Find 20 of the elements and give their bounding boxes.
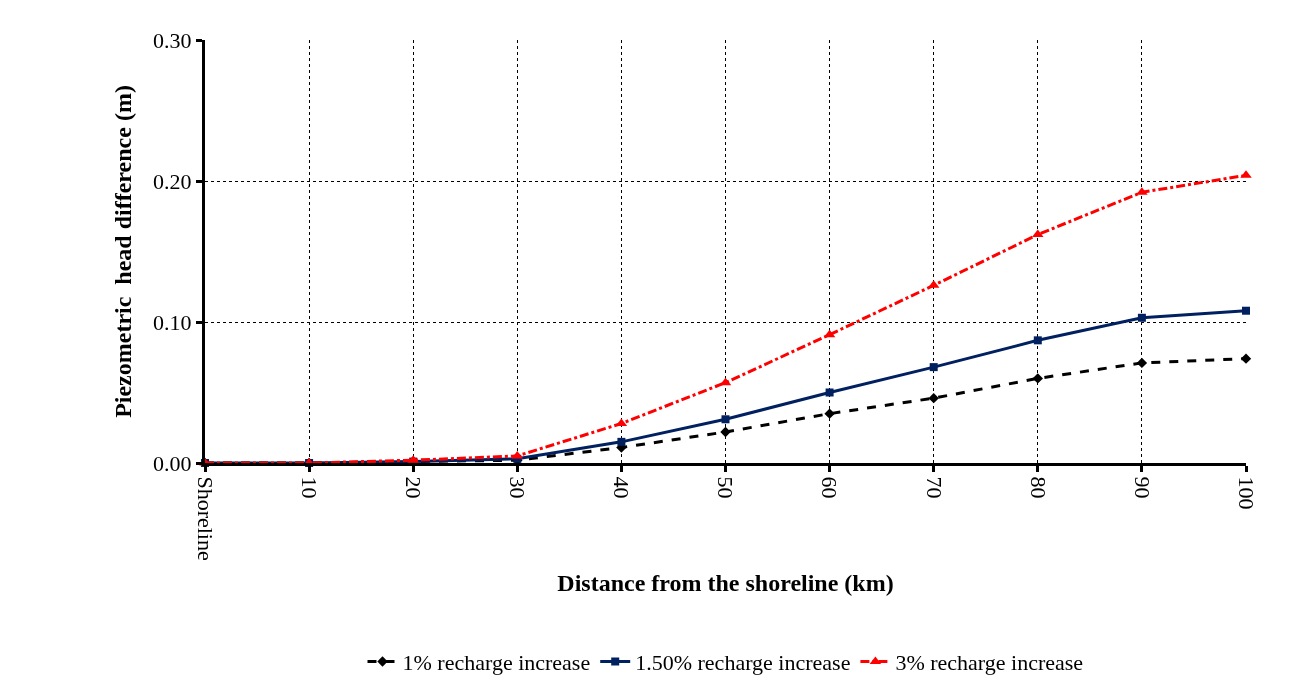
legend-label: 1% recharge increase	[402, 650, 591, 676]
y-tick-label: 0.30	[153, 27, 192, 53]
x-tick-label: Shoreline	[192, 476, 218, 561]
legend-label: 1.50% recharge increase	[635, 650, 851, 676]
x-tick-label: 60	[817, 476, 843, 499]
x-tick-label: 100	[1233, 476, 1259, 510]
y-axis-title: Piezometric head difference (m)	[110, 85, 137, 418]
x-tick-label: 90	[1129, 476, 1155, 499]
x-axis-title: Distance from the shoreline (km)	[557, 570, 894, 597]
x-tick-label: 30	[505, 476, 531, 499]
legend-label: 3% recharge increase	[895, 650, 1084, 676]
x-tick-label: 10	[296, 476, 322, 499]
x-tick-label: 40	[609, 476, 635, 499]
x-tick-label: 70	[921, 476, 947, 499]
x-tick-label: 80	[1025, 476, 1051, 499]
y-tick-label: 0.10	[153, 309, 192, 335]
x-tick-label: 20	[401, 476, 427, 499]
y-tick-label: 0.00	[153, 450, 192, 476]
y-tick-label: 0.20	[153, 168, 192, 194]
x-tick-label: 50	[713, 476, 739, 499]
